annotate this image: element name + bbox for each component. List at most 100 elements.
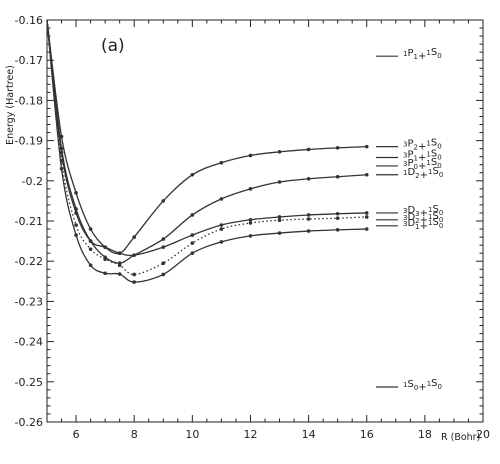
y-tick-label: -0.23 xyxy=(15,295,43,308)
data-point xyxy=(190,241,195,245)
y-tick-label: -0.24 xyxy=(15,336,43,349)
asymptote-label: 1S0+1S0 xyxy=(403,378,442,393)
data-point xyxy=(306,217,311,221)
data-point xyxy=(364,215,369,219)
data-point xyxy=(190,251,195,255)
asymptote-label: 3D3+1S0 xyxy=(403,204,443,219)
data-point xyxy=(335,146,340,150)
data-point xyxy=(117,263,122,268)
data-point xyxy=(117,251,122,255)
y-tick-label: -0.18 xyxy=(15,94,43,107)
data-point xyxy=(117,272,122,276)
data-point xyxy=(219,240,224,244)
data-point xyxy=(306,229,311,233)
x-axis-title: R (Bohr) xyxy=(441,432,480,443)
data-point xyxy=(74,191,78,195)
series xyxy=(46,19,369,284)
x-tick-label: 18 xyxy=(418,428,432,441)
data-point xyxy=(74,233,78,237)
x-tick-label: 8 xyxy=(131,428,138,441)
x-tick-label: 12 xyxy=(243,428,257,441)
data-point xyxy=(74,223,78,227)
data-point xyxy=(132,235,136,239)
data-point xyxy=(306,176,311,181)
asymptote-label: 3P2+1S0 xyxy=(403,138,442,153)
panel-label: (a) xyxy=(101,36,125,56)
series-line-3 xyxy=(46,19,367,257)
data-point xyxy=(306,147,311,152)
data-point xyxy=(161,272,166,277)
y-tick-label: -0.16 xyxy=(15,14,43,27)
y-tick-label: -0.22 xyxy=(15,255,43,268)
y-axis-title: Energy (Hartree) xyxy=(5,65,16,145)
data-point xyxy=(103,257,107,261)
y-tick-label: -0.17 xyxy=(15,54,43,67)
data-point xyxy=(219,227,224,231)
asymptote-label: 3P0+1S0 xyxy=(403,157,442,172)
data-point xyxy=(364,211,369,215)
x-tick-label: 14 xyxy=(302,428,316,441)
data-point xyxy=(364,227,369,231)
asymptote-label: 1D2+1S0 xyxy=(403,166,443,181)
data-point xyxy=(132,272,136,277)
data-point xyxy=(248,187,253,191)
data-point xyxy=(132,253,136,257)
asymptote-label: 1P1+1S0 xyxy=(403,47,442,62)
data-point xyxy=(335,211,340,216)
data-point xyxy=(306,213,311,217)
series-line-4 xyxy=(46,19,367,276)
data-point xyxy=(277,218,282,222)
data-point xyxy=(335,174,340,179)
data-point xyxy=(364,144,369,149)
data-point xyxy=(161,237,166,241)
data-point xyxy=(277,180,282,184)
x-tick-label: 6 xyxy=(73,428,80,441)
asymptote-label: 3P1+1S0 xyxy=(403,148,442,163)
data-point xyxy=(161,245,166,249)
data-point xyxy=(88,227,93,231)
data-point xyxy=(219,197,224,201)
data-point xyxy=(190,172,195,177)
data-point xyxy=(248,217,253,222)
data-point xyxy=(74,211,78,215)
data-point xyxy=(190,213,195,217)
data-point xyxy=(335,216,340,220)
data-point xyxy=(219,160,224,165)
data-point xyxy=(364,172,369,177)
data-point xyxy=(88,239,93,243)
data-point xyxy=(277,150,282,154)
series-line-2 xyxy=(46,19,367,264)
data-point xyxy=(161,261,166,266)
data-point xyxy=(161,199,166,203)
x-tick-label: 10 xyxy=(185,428,199,441)
data-point xyxy=(103,245,107,249)
data-point xyxy=(59,166,64,171)
y-tick-label: -0.21 xyxy=(15,215,43,228)
y-tick-label: -0.25 xyxy=(15,376,43,389)
y-tick-label: -0.2 xyxy=(22,175,43,188)
ticks: 6 8 10 12 14 16 18 20 -0.16 -0.17 -0.18 -0.19 -0.2 -0… xyxy=(15,14,490,441)
data-point xyxy=(277,215,282,219)
data-point xyxy=(248,221,253,225)
data-point xyxy=(248,153,253,158)
data-point xyxy=(219,223,224,227)
series-line-5 xyxy=(46,19,367,283)
data-point xyxy=(190,233,195,237)
x-tick-label: 20 xyxy=(476,428,490,441)
y-tick-label: -0.26 xyxy=(15,416,43,429)
x-tick-label: 16 xyxy=(360,428,374,441)
asymptote-label: 3D1+1S0 xyxy=(403,217,443,232)
data-point xyxy=(59,134,64,139)
y-tick-label: -0.19 xyxy=(15,135,43,148)
data-point xyxy=(277,231,282,235)
data-point xyxy=(335,228,340,232)
data-point xyxy=(88,263,93,268)
asymptote-label: 3D2+1S0 xyxy=(403,211,443,226)
data-point xyxy=(132,280,136,284)
data-point xyxy=(88,247,93,251)
data-point xyxy=(103,271,107,276)
data-point xyxy=(248,234,253,238)
